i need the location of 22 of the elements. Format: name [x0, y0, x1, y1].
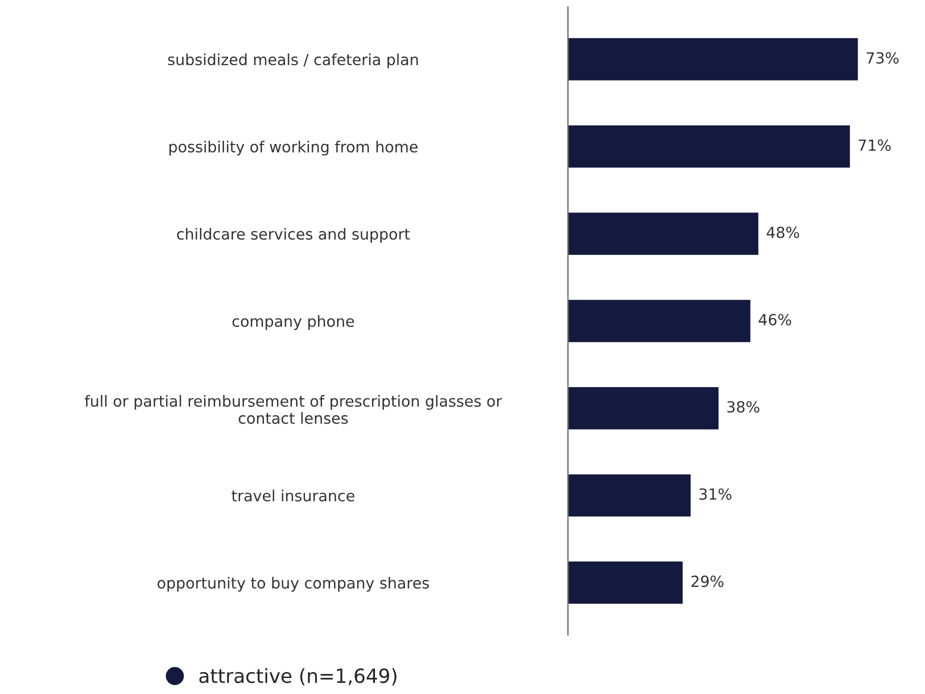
bar [568, 124, 852, 170]
bar [568, 386, 720, 431]
data-label: 71% [858, 139, 891, 151]
data-label: 38% [727, 401, 760, 413]
y-tick-label: childcare services and support [177, 228, 410, 243]
bar [568, 560, 684, 606]
data-label: 73% [866, 52, 899, 64]
bar [568, 298, 752, 344]
y-tick-label: subsidized meals / cafeteria plan [168, 53, 418, 68]
y-tick-label: opportunity to buy company shares [158, 576, 429, 592]
bar [568, 36, 860, 82]
bar [568, 211, 760, 256]
data-label: 31% [699, 488, 732, 500]
y-tick-label: full or partial reimbursement of prescription glasses or contact lenses [84, 395, 502, 424]
data-label: 46% [758, 314, 792, 326]
bar [568, 472, 692, 518]
y-tick-label: travel insurance [232, 490, 354, 502]
data-label: 29% [691, 576, 724, 588]
legend-label: attractive (n=1,649) [199, 668, 396, 686]
y-tick-label: company phone [232, 315, 354, 330]
data-label: 48% [766, 226, 800, 238]
y-tick-label: possibility of working from home [169, 140, 418, 156]
